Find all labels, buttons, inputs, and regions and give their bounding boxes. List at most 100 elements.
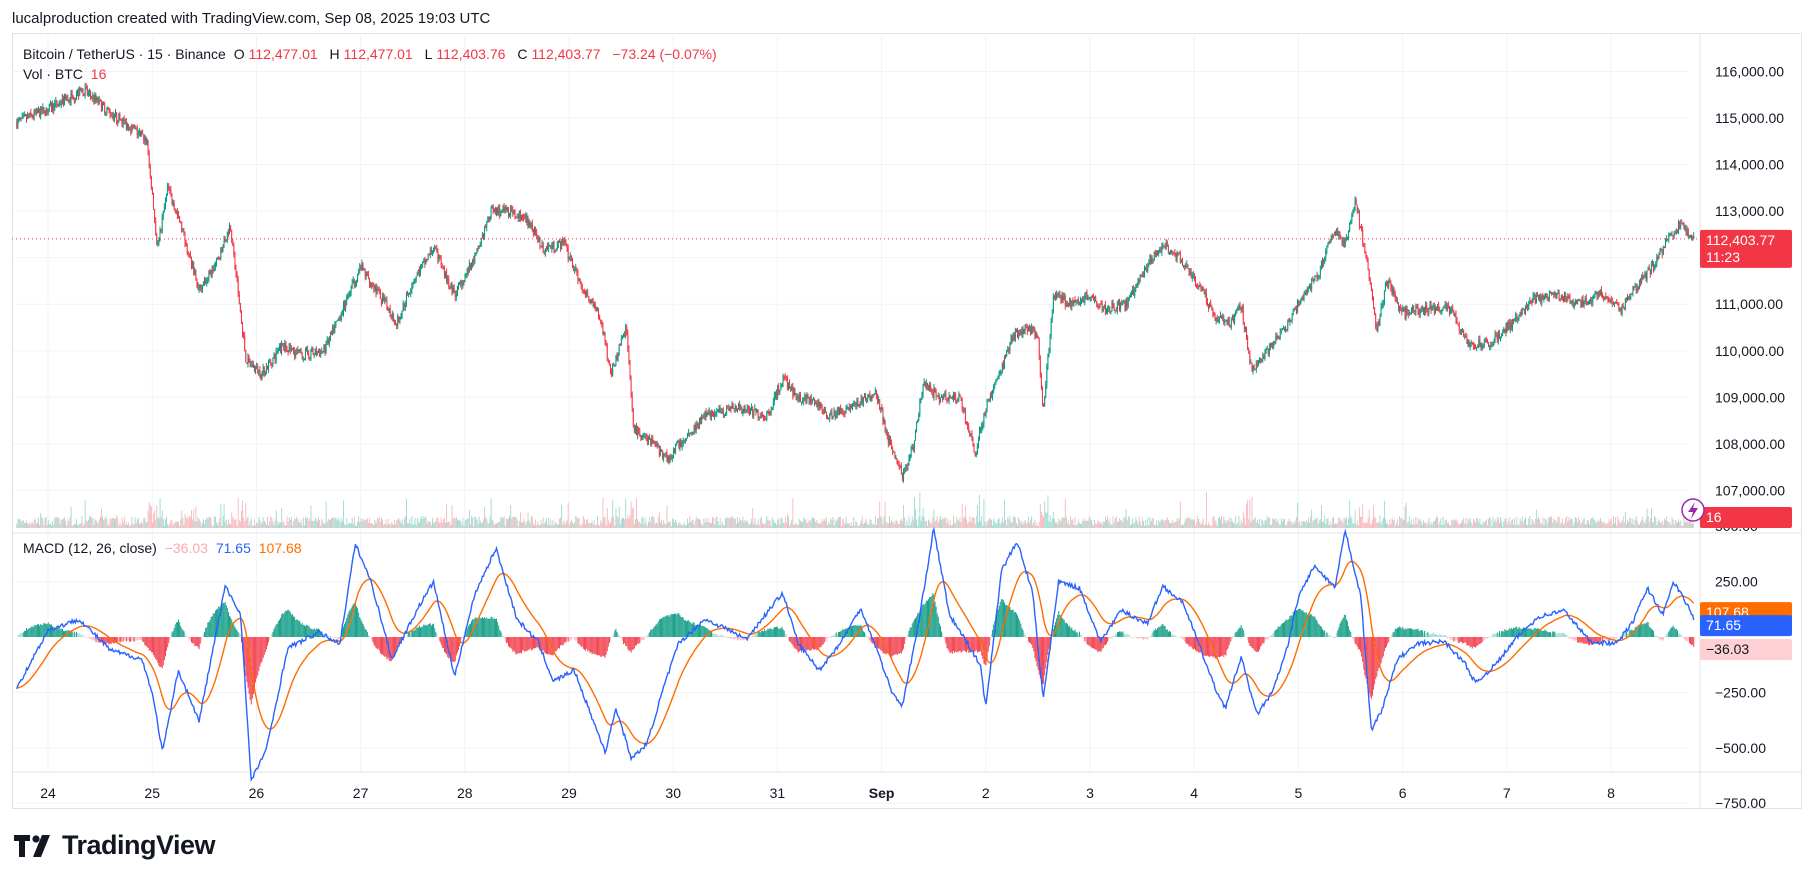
volume-bar [155, 519, 157, 528]
volume-bar [1195, 525, 1197, 528]
candle-body [93, 95, 95, 102]
candle-body [1685, 227, 1687, 235]
volume-bar [1686, 521, 1688, 528]
volume-bar [1443, 524, 1445, 528]
volume-bar [877, 518, 878, 528]
candle-body [1372, 290, 1373, 299]
candle-body [489, 218, 491, 220]
macd-histogram-bar [147, 637, 149, 649]
candle-body [1021, 330, 1023, 335]
volume-bar [381, 517, 382, 528]
volume-bar [916, 519, 918, 528]
volume-bar [1182, 524, 1183, 528]
candle-body [261, 372, 263, 379]
candle-body [792, 386, 794, 396]
volume-bar [1628, 522, 1630, 528]
volume-bar [1592, 516, 1594, 528]
candle-body [81, 89, 83, 91]
volume-bar [1076, 524, 1078, 528]
volume-bar [589, 523, 591, 528]
volume-bar [1283, 519, 1284, 528]
candle-body [1293, 307, 1295, 310]
volume-bar [519, 512, 521, 528]
volume-bar [132, 523, 134, 528]
candle-body [1395, 299, 1397, 301]
volume-bar [1024, 520, 1026, 528]
candle-body [728, 408, 730, 411]
candle-body [1267, 348, 1269, 354]
candle-body [1679, 222, 1681, 228]
macd-histogram-bar [221, 603, 223, 637]
macd-histogram-bar [265, 637, 267, 650]
candle-body [1132, 289, 1134, 294]
candle-body [82, 89, 84, 96]
candle-body [1107, 308, 1109, 312]
volume-bar [1010, 522, 1012, 528]
volume-bar [1014, 517, 1016, 528]
volume-bar [1250, 522, 1252, 528]
candle-body [767, 411, 769, 414]
volume-bar [778, 518, 780, 528]
macd-histogram-bar [236, 630, 238, 637]
candle-body [732, 403, 734, 409]
macd-histogram-bar [27, 629, 29, 637]
candle-body [185, 243, 187, 245]
candle-body [966, 422, 967, 424]
candle-body [293, 348, 295, 352]
candle-body [1667, 238, 1669, 240]
candle-body [763, 415, 765, 418]
volume-bar [643, 524, 645, 528]
candle-body [1277, 338, 1279, 340]
volume-bar [702, 525, 704, 528]
candle-body [179, 216, 181, 222]
volume-bar [487, 522, 489, 528]
volume-bar [691, 520, 693, 528]
volume-bar [256, 522, 258, 528]
volume-bar [733, 518, 735, 528]
volume-bar [1560, 522, 1562, 528]
macd-histogram-bar [235, 628, 237, 637]
candle-body [505, 207, 507, 210]
candle-body [1127, 299, 1129, 307]
volume-bar [1023, 521, 1025, 528]
volume-bar [548, 517, 550, 528]
volume-bar [362, 518, 364, 528]
volume-bar [63, 518, 64, 528]
candle-body [481, 235, 483, 239]
volume-bar [591, 520, 593, 528]
candle-body [882, 410, 884, 422]
volume-bar [668, 521, 670, 528]
volume-bar [1183, 524, 1185, 528]
volume-bar [491, 519, 493, 528]
candle-body [851, 406, 852, 408]
chart-frame[interactable] [12, 33, 1802, 809]
candle-body [818, 400, 820, 408]
candle-body [911, 446, 913, 450]
volume-bar [1196, 522, 1198, 528]
volume-bar [395, 524, 397, 528]
candle-body [159, 229, 161, 238]
volume-bar [1106, 519, 1107, 528]
candle-body [213, 267, 215, 272]
candle-body [897, 460, 899, 465]
volume-bar [1344, 519, 1346, 528]
volume-bar [1518, 525, 1520, 528]
volume-bar [1406, 522, 1408, 528]
volume-bar [188, 516, 190, 528]
candle-body [162, 211, 164, 217]
volume-bar [514, 516, 516, 528]
volume-bar [1546, 523, 1548, 528]
volume-bar [77, 525, 79, 528]
volume-bar [1335, 523, 1337, 528]
volume-bar [601, 522, 603, 528]
candle-body [702, 417, 704, 419]
volume-bar [295, 519, 297, 528]
candle-body [158, 237, 160, 244]
candle-body [1635, 286, 1637, 292]
candle-body [1639, 281, 1640, 289]
volume-bar [1218, 516, 1220, 528]
candle-body [713, 414, 715, 418]
volume-bar [1322, 522, 1323, 528]
volume-bar [69, 516, 71, 528]
